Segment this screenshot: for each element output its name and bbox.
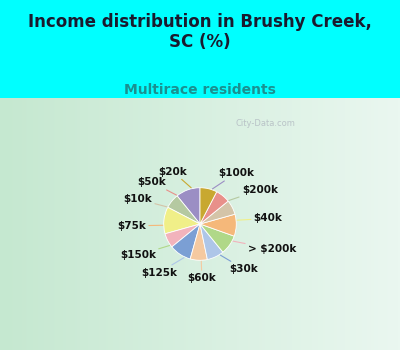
- Text: $30k: $30k: [220, 255, 258, 274]
- Text: $150k: $150k: [120, 245, 170, 260]
- Wedge shape: [200, 192, 228, 224]
- Text: $100k: $100k: [212, 168, 254, 189]
- Wedge shape: [200, 188, 217, 224]
- Wedge shape: [177, 188, 200, 224]
- Text: $50k: $50k: [137, 177, 176, 195]
- Text: $125k: $125k: [141, 258, 184, 278]
- Text: $40k: $40k: [237, 214, 282, 224]
- Wedge shape: [200, 224, 223, 260]
- Wedge shape: [200, 224, 234, 252]
- Wedge shape: [200, 214, 236, 236]
- Text: > $200k: > $200k: [233, 241, 296, 254]
- Text: $60k: $60k: [188, 261, 216, 283]
- Text: City-Data.com: City-Data.com: [236, 119, 296, 128]
- Text: Multirace residents: Multirace residents: [124, 83, 276, 97]
- Wedge shape: [190, 224, 207, 260]
- Text: $20k: $20k: [158, 167, 191, 188]
- Wedge shape: [165, 224, 200, 247]
- Text: $10k: $10k: [123, 194, 167, 207]
- Text: $75k: $75k: [117, 221, 163, 231]
- Wedge shape: [172, 224, 200, 259]
- Wedge shape: [164, 207, 200, 234]
- Text: Income distribution in Brushy Creek,
SC (%): Income distribution in Brushy Creek, SC …: [28, 13, 372, 51]
- Wedge shape: [168, 196, 200, 224]
- Wedge shape: [200, 201, 235, 224]
- Text: $200k: $200k: [229, 185, 278, 201]
